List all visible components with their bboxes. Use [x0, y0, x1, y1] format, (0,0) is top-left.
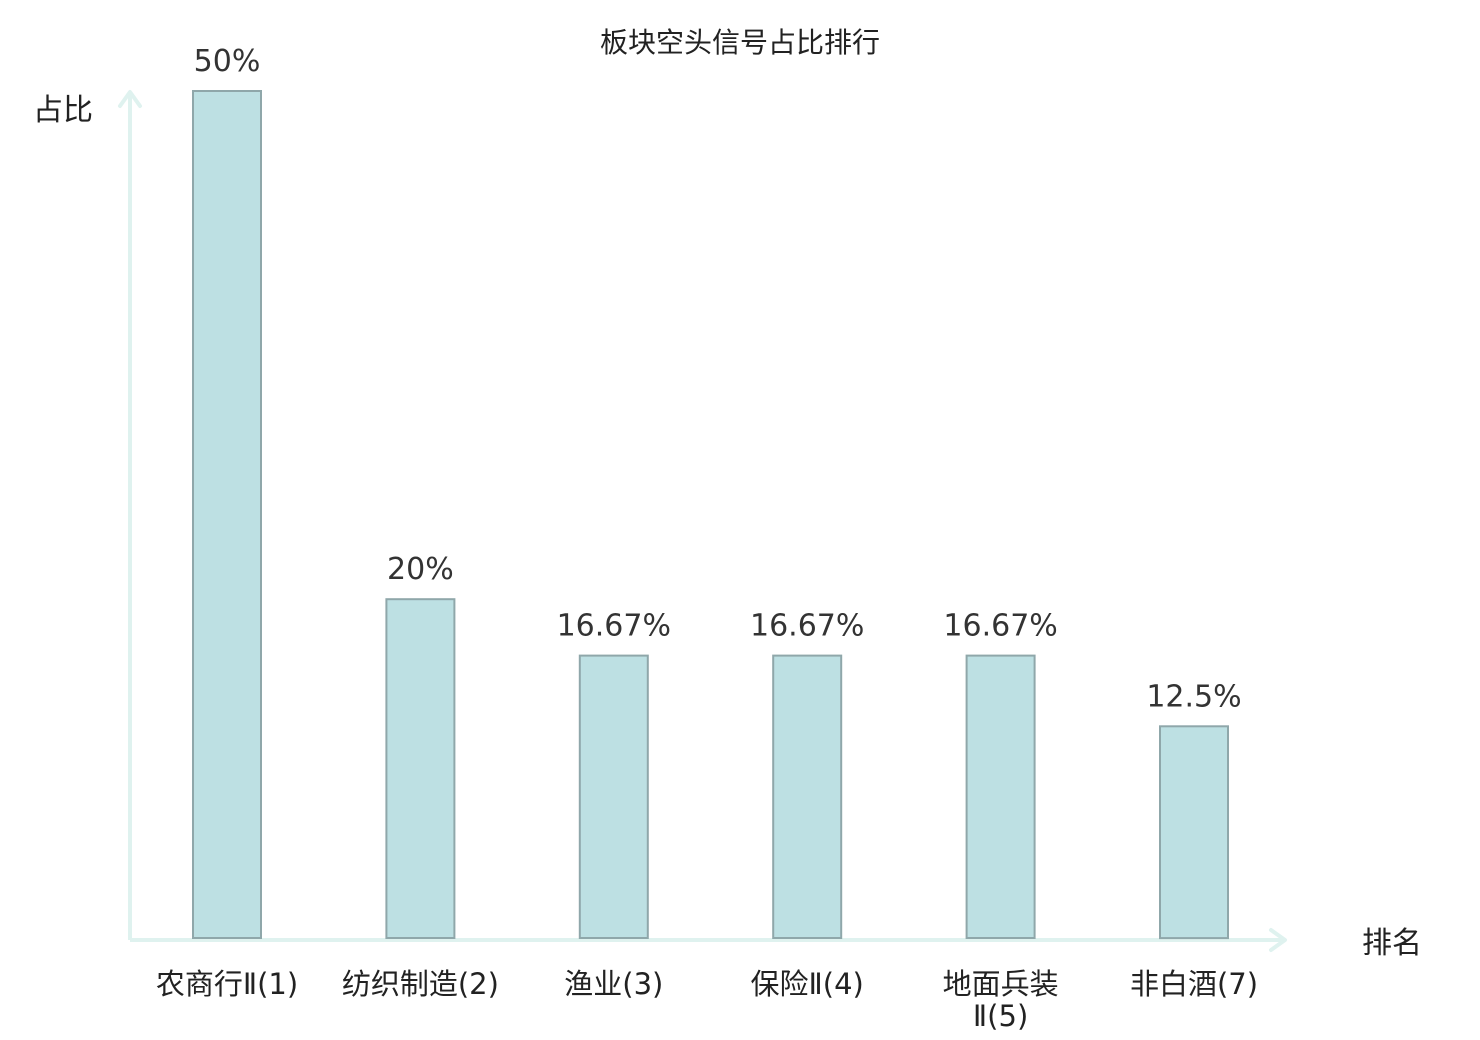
- x-axis-label: 排名: [1362, 926, 1422, 961]
- value-label-3: 16.67%: [557, 609, 671, 644]
- x-tick-labels: 农商行Ⅱ(1) 纺织制造(2) 渔业(3) 保险Ⅱ(4) 地面兵装 Ⅱ(5) 非白酒(7): [156, 967, 1258, 1033]
- x-tick-label-2: 纺织制造(2): [342, 967, 499, 1001]
- value-label-5: 16.67%: [943, 609, 1057, 644]
- chart-title: 板块空头信号占比排行: [600, 26, 880, 59]
- value-label-6: 12.5%: [1146, 679, 1241, 714]
- x-tick-label-3: 渔业(3): [564, 967, 663, 1001]
- value-labels: 50% 20% 16.67% 16.67% 16.67% 12.5%: [194, 44, 1242, 714]
- y-axis-arrow: [118, 90, 142, 108]
- y-axis-label: 占比: [33, 93, 93, 128]
- value-label-2: 20%: [387, 552, 454, 587]
- x-axis-arrow: [1269, 928, 1287, 952]
- bar-2: [385, 598, 456, 939]
- x-tick-label-5: 地面兵装 Ⅱ(5): [943, 967, 1059, 1033]
- bar-6: [1159, 725, 1229, 940]
- bar-4: [772, 654, 843, 939]
- x-tick-label-6: 非白酒(7): [1130, 967, 1258, 1001]
- x-tick-label-1: 农商行Ⅱ(1): [156, 967, 298, 1001]
- value-label-4: 16.67%: [750, 609, 864, 644]
- axes: [118, 90, 1287, 952]
- bars: [192, 90, 1229, 940]
- bar-5: [965, 654, 1036, 939]
- x-tick-label-4: 保险Ⅱ(4): [751, 967, 864, 1001]
- value-label-1: 50%: [194, 44, 261, 79]
- bar-3: [578, 654, 649, 939]
- bar-1: [192, 90, 262, 939]
